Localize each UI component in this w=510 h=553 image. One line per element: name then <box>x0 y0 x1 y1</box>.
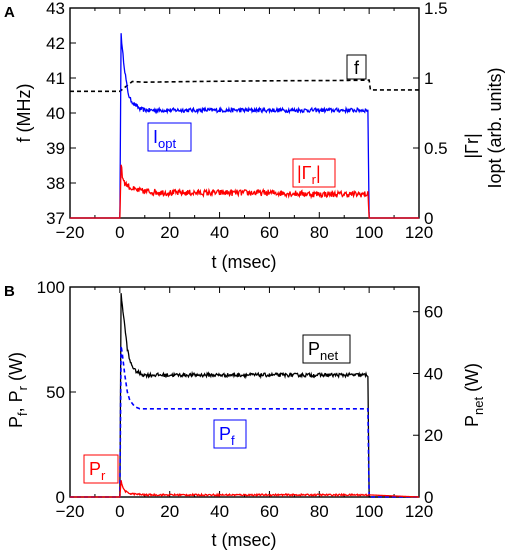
annotation-pnet-sub: net <box>320 348 338 363</box>
panel-b-right-y-tick-label: 40 <box>424 364 443 383</box>
panel-b-series <box>70 293 420 498</box>
annotation-pr: Pr <box>83 454 119 484</box>
annotation-f-label: f <box>354 58 360 78</box>
panel-a: A −20 0 20 40 60 80 100 120 37 38 39 40 41 42 43 0 0.5 1 1… <box>4 0 505 272</box>
panel-b-y-tick-label: 100 <box>37 278 65 297</box>
panel-a-x-tick-label: −20 <box>56 223 85 242</box>
annotation-pf-sub: f <box>231 433 235 448</box>
series-line-p-f <box>70 345 419 498</box>
panel-b-x-tick-label: 40 <box>210 502 229 521</box>
svg-text:|Γr|: |Γr| <box>297 163 321 187</box>
panel-b-x-tick-label: 60 <box>260 502 279 521</box>
annotation-gamma-main: |Γ <box>297 163 312 183</box>
panel-a-y-tick-label: 40 <box>46 104 65 123</box>
annotation-gamma-end: | <box>316 163 321 183</box>
svg-text:Iopt: Iopt <box>153 127 176 151</box>
panel-a-x-tick-label: 0 <box>115 223 124 242</box>
panel-b-y-tick-label: 50 <box>46 383 65 402</box>
panel-a-x-tick-label: 60 <box>260 223 279 242</box>
annotation-gamma-sub: r <box>312 172 317 187</box>
panel-a-x-tick-label: 100 <box>355 223 383 242</box>
panel-a-y-tick-label: 39 <box>46 139 65 158</box>
annotation-pr-sub: r <box>101 468 106 483</box>
panel-b-right-y-tick-label: 0 <box>424 488 433 507</box>
panel-b-right-axis-label: Pnet (W) <box>462 363 486 427</box>
series-line-gamma-r <box>70 164 419 219</box>
panel-a-right-y-tick-label: 0.5 <box>424 139 448 158</box>
panel-a-ticks: −20 0 20 40 60 80 100 120 37 38 39 40 41 42 43 0 0.5 1 1.5 <box>46 0 448 242</box>
panel-a-y-tick-label: 37 <box>46 209 65 228</box>
panel-b-y-tick-label: 0 <box>56 488 65 507</box>
panel-a-right-axis-label-gamma: |Γr| <box>462 133 482 158</box>
panel-b-plot-frame <box>69 286 420 498</box>
svg-text:Pf: Pf <box>219 424 235 448</box>
panel-a-series <box>70 33 419 219</box>
annotation-iopt-main: I <box>153 127 158 147</box>
panel-a-x-tick-label: 20 <box>160 223 179 242</box>
panel-a-right-y-tick-label: 1 <box>424 69 433 88</box>
annotation-iopt: Iopt <box>147 122 192 152</box>
panel-a-letter: A <box>4 4 15 21</box>
annotation-pf-main: P <box>219 424 231 444</box>
panel-a-y-tick-label: 42 <box>46 34 65 53</box>
series-line-p-r <box>70 480 420 498</box>
svg-text:Pnet: Pnet <box>308 339 338 363</box>
panel-b-y-axis-label: Pf, Pr (W) <box>6 352 30 428</box>
series-line-f <box>70 79 419 93</box>
panel-b-x-tick-label: −20 <box>56 502 85 521</box>
panel-b-x-tick-label: 100 <box>355 502 383 521</box>
panel-a-y-tick-label: 38 <box>46 174 65 193</box>
panel-a-right-y-tick-label: 0 <box>424 209 433 228</box>
panel-b-letter: B <box>4 283 15 300</box>
panel-b-x-tick-label: 80 <box>310 502 329 521</box>
svg-text:Pr: Pr <box>89 459 106 483</box>
panel-b-right-y-tick-label: 60 <box>424 303 443 322</box>
annotation-iopt-sub: opt <box>158 136 176 151</box>
panel-b-x-tick-label: 20 <box>160 502 179 521</box>
annotation-f: f <box>346 54 367 80</box>
annotation-pr-main: P <box>89 459 101 479</box>
panel-b-x-tick-label: 0 <box>115 502 124 521</box>
panel-a-y-tick-label: 43 <box>46 0 65 18</box>
panel-a-x-tick-label: 40 <box>210 223 229 242</box>
annotation-pnet-main: P <box>308 339 320 359</box>
panel-b-right-y-tick-label: 20 <box>424 426 443 445</box>
panel-a-right-axis-label-iopt: Iopt (arb. units) <box>485 67 505 188</box>
annotation-pnet: Pnet <box>302 334 351 364</box>
panel-a-y-tick-label: 41 <box>46 69 65 88</box>
panel-b-x-tick-label: 120 <box>405 502 433 521</box>
panel-a-right-y-tick-label: 1.5 <box>424 0 448 18</box>
panel-a-y-axis-label: f (MHz) <box>14 84 34 143</box>
series-line-p-net <box>70 293 419 498</box>
panel-b-x-axis-label: t (msec) <box>212 530 277 550</box>
panel-a-x-tick-label: 120 <box>405 223 433 242</box>
annotation-pf: Pf <box>213 419 247 449</box>
panel-a-x-tick-label: 80 <box>310 223 329 242</box>
annotation-gamma: |Γr| <box>292 158 336 188</box>
panel-a-x-axis-label: t (msec) <box>212 252 277 272</box>
series-line-i-opt <box>70 33 419 219</box>
